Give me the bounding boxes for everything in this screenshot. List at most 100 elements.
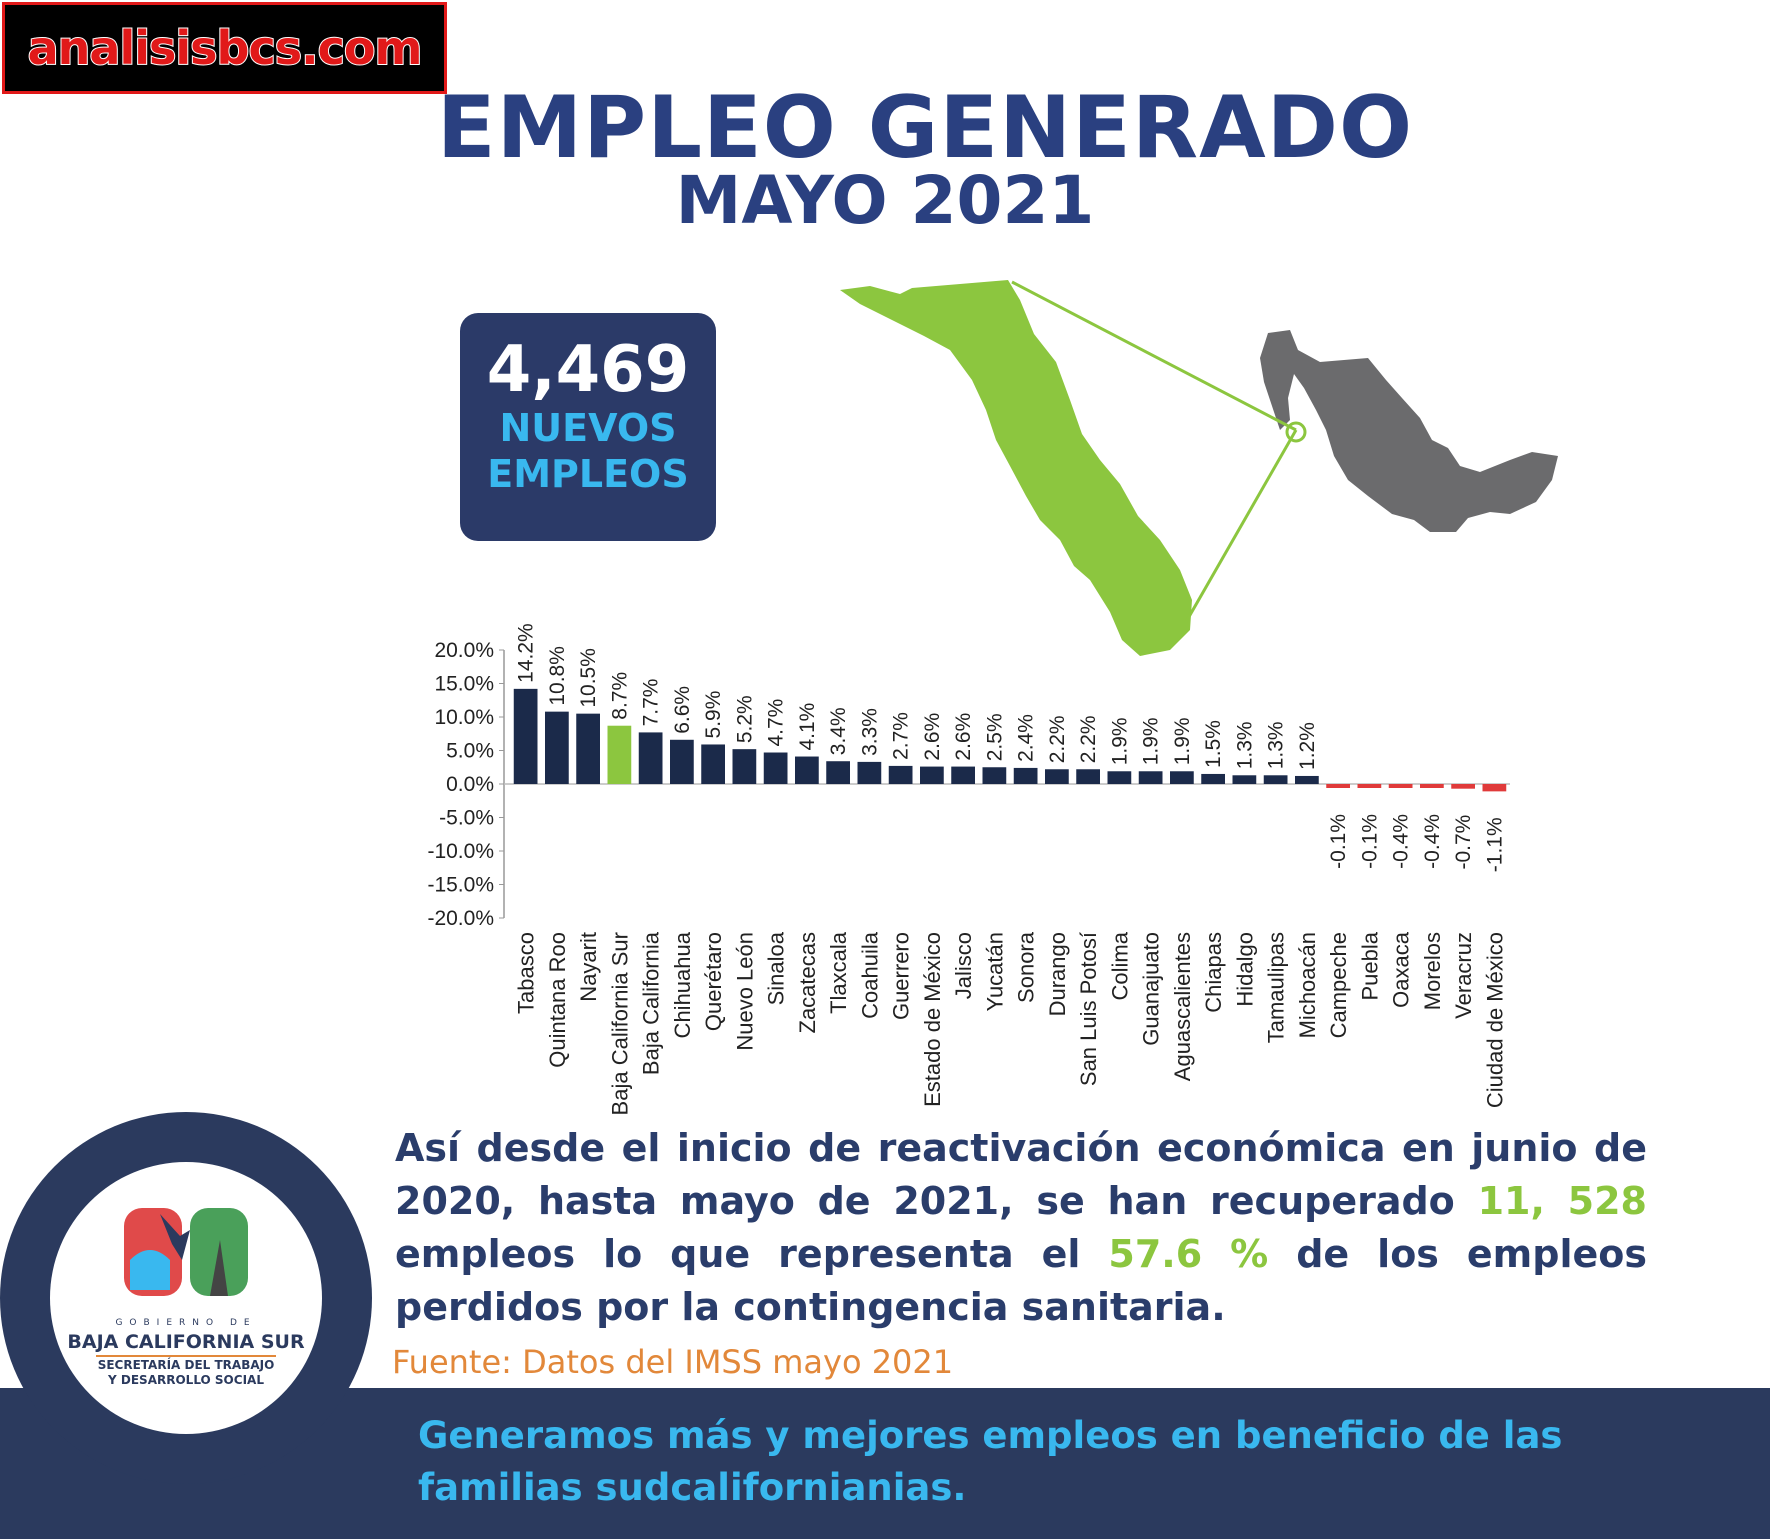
bar-5: [670, 739, 694, 784]
bar-2: [576, 713, 600, 784]
category-label: Nuevo León: [732, 932, 757, 1051]
bar-19: [1107, 771, 1132, 784]
y-tick-label: 10.0%: [434, 706, 494, 729]
logo-state-text: BAJA CALIFORNIA SUR: [67, 1331, 305, 1353]
summary-paragraph: Así desde el inicio de reactivación econ…: [395, 1122, 1647, 1334]
category-label: Chiapas: [1201, 932, 1226, 1013]
bar-20: [1138, 771, 1163, 784]
connector-line-bottom: [1184, 429, 1298, 623]
category-label: Tabasco: [514, 932, 539, 1014]
summary-text-2: empleos lo que representa el: [395, 1232, 1109, 1276]
y-tick-label: 5.0%: [446, 740, 494, 763]
category-label: Tlaxcala: [826, 931, 851, 1014]
bar-22: [1201, 773, 1225, 784]
summary-text-1: Así desde el inicio de reactivación econ…: [395, 1126, 1647, 1223]
bar-value-label: 1.5%: [1202, 720, 1225, 768]
bar-10: [826, 761, 850, 784]
bar-value-label: 10.5%: [577, 648, 600, 708]
y-tick-label: 0.0%: [446, 773, 494, 796]
bar-value-label: 2.5%: [983, 713, 1006, 761]
bar-value-label: 10.8%: [546, 646, 569, 706]
bar-value-label: 3.3%: [858, 708, 881, 756]
category-label: Hidalgo: [1232, 932, 1257, 1007]
bar-6: [701, 744, 725, 784]
bar-value-label: 7.7%: [640, 679, 663, 727]
category-label: Aguascalientes: [1170, 932, 1195, 1081]
bar-12: [888, 765, 913, 784]
bar-30: [1451, 784, 1475, 789]
category-label: Coahuila: [857, 931, 882, 1019]
category-label: Sinaloa: [764, 931, 789, 1005]
bar-17: [1045, 769, 1069, 784]
mexico-silhouette: [1260, 330, 1558, 532]
bar-value-label: -0.4%: [1390, 814, 1413, 869]
emblem-peninsula-icon: [160, 1214, 190, 1260]
bar-16: [1013, 767, 1038, 784]
bar-29: [1420, 784, 1444, 788]
y-tick-label: -15.0%: [427, 874, 494, 897]
category-label: Puebla: [1357, 931, 1382, 1000]
logo-dept-line-1: SECRETARÍA DEL TRABAJO: [97, 1358, 275, 1372]
slogan: Generamos más y mejores empleos en benef…: [418, 1414, 1563, 1509]
stat-label-1: NUEVOS: [499, 406, 677, 450]
category-label: Veracruz: [1451, 932, 1476, 1019]
bar-value-label: -1.1%: [1483, 817, 1506, 872]
map-illustration: [840, 280, 1558, 656]
bar-7: [732, 749, 757, 784]
emblem-sea-icon: [130, 1250, 170, 1290]
category-label: Nayarit: [576, 932, 601, 1002]
bar-25: [1295, 775, 1319, 784]
logo-dept-line-2: Y DESARROLLO SOCIAL: [108, 1373, 264, 1387]
bar-0: [513, 688, 538, 784]
bar-value-label: 5.9%: [702, 691, 725, 739]
new-jobs-stat: 4,469 NUEVOS EMPLEOS: [460, 313, 716, 541]
category-label: Tamaulipas: [1264, 932, 1289, 1043]
bar-23: [1232, 775, 1257, 784]
bcs-silhouette: [840, 280, 1192, 656]
category-label: Oaxaca: [1389, 931, 1414, 1008]
brand-text: analisisbcs.com: [27, 20, 424, 76]
summary-text-3: de los empleos perdidos por la contingen…: [395, 1232, 1647, 1329]
government-emblem: [124, 1208, 248, 1296]
bar-27: [1357, 784, 1382, 788]
bar-value-label: 2.6%: [921, 713, 944, 761]
bar-24: [1263, 775, 1288, 784]
recovered-jobs-value: 11, 528: [1477, 1179, 1647, 1223]
stat-number: 4,469: [486, 333, 690, 407]
bar-value-label: 1.2%: [1296, 722, 1319, 770]
y-tick-label: 20.0%: [434, 639, 494, 662]
bar-value-label: -0.1%: [1327, 814, 1350, 869]
logo-divider: [96, 1355, 276, 1357]
y-tick-label: -5.0%: [439, 807, 494, 830]
bar-1: [545, 711, 569, 784]
y-tick-label: -20.0%: [427, 907, 494, 930]
category-label: Quintana Roo: [545, 932, 570, 1068]
category-label: Estado de México: [920, 932, 945, 1107]
logo-gob-text: GOBIERNO DE: [115, 1318, 257, 1328]
bar-value-label: 1.9%: [1108, 717, 1131, 765]
bar-value-label: 1.9%: [1171, 717, 1194, 765]
bar-31: [1482, 784, 1507, 792]
category-label: Campeche: [1326, 932, 1351, 1038]
bar-value-label: 4.1%: [796, 703, 819, 751]
bar-value-label: 4.7%: [765, 699, 788, 747]
category-label: Sonora: [1014, 931, 1039, 1003]
category-label: Colima: [1107, 931, 1132, 1000]
brand-badge: analisisbcs.com: [2, 2, 447, 94]
mexico-map: [820, 270, 1580, 690]
category-label: Morelos: [1420, 932, 1445, 1010]
bar-11: [857, 761, 882, 784]
y-tick-label: 15.0%: [434, 673, 494, 696]
category-label: Chihuahua: [670, 931, 695, 1038]
connector-line-top: [1011, 280, 1297, 432]
bar-13: [920, 766, 944, 784]
bcs-marker: [1285, 421, 1307, 443]
bar-value-label: 8.7%: [608, 672, 631, 720]
y-tick-label: -10.0%: [427, 840, 494, 863]
category-label: Zacatecas: [795, 932, 820, 1034]
bar-14: [951, 766, 975, 784]
category-label: Jalisco: [951, 932, 976, 999]
bar-value-label: 14.2%: [515, 623, 538, 683]
category-label: Querétaro: [701, 932, 726, 1031]
bar-15: [982, 767, 1007, 784]
